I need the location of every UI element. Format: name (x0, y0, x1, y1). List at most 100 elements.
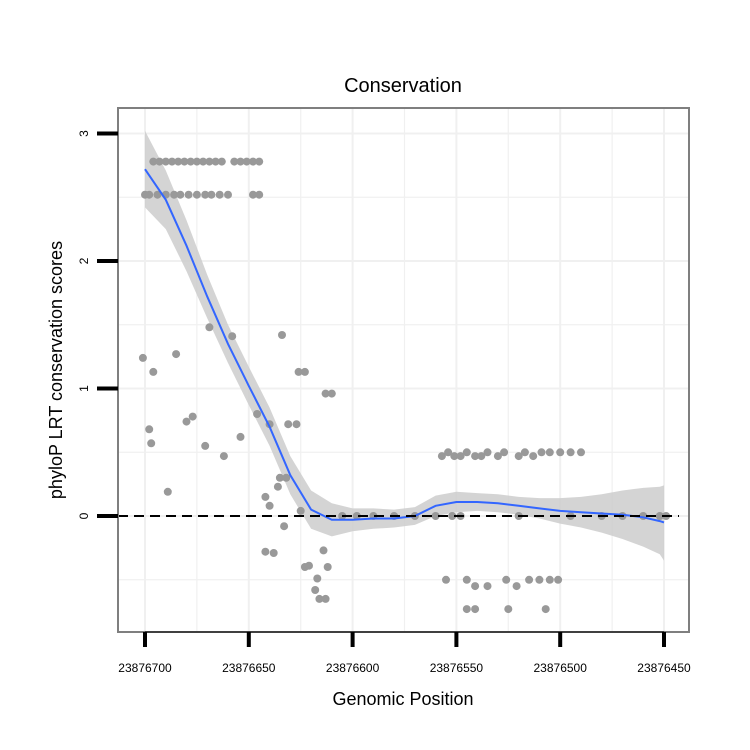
data-point (278, 331, 286, 339)
x-tick-label: 23876550 (430, 661, 484, 675)
data-point (282, 473, 291, 482)
data-point (566, 448, 575, 457)
data-point (442, 575, 450, 584)
data-point (186, 157, 195, 166)
data-point (255, 157, 264, 166)
x-axis-title: Genomic Position (332, 689, 473, 709)
x-tick-label: 23876650 (222, 661, 276, 675)
data-point (215, 190, 224, 199)
data-point (514, 452, 523, 461)
data-point (352, 512, 361, 520)
data-point (145, 190, 154, 199)
data-point (149, 367, 158, 376)
data-point (462, 448, 471, 457)
data-point (471, 582, 480, 591)
x-tick-label: 23876700 (118, 661, 172, 675)
data-point (500, 448, 509, 457)
data-point (577, 448, 585, 457)
data-point (253, 410, 262, 418)
data-point (230, 157, 239, 166)
data-point (242, 157, 251, 166)
y-tick-label: 2 (77, 257, 91, 264)
data-point (483, 582, 492, 591)
y-axis-ticks: 0 1 2 3 (77, 130, 118, 519)
data-point (300, 367, 309, 376)
data-point (172, 350, 181, 359)
data-point (296, 506, 305, 515)
data-point (261, 547, 270, 556)
confidence-band-area (145, 130, 664, 561)
data-point (554, 575, 563, 584)
data-point (217, 157, 226, 166)
data-point (327, 389, 336, 398)
data-point (655, 512, 664, 520)
data-point (321, 389, 330, 398)
data-point (444, 448, 453, 457)
data-point (323, 563, 332, 571)
data-point (537, 448, 546, 457)
data-point (525, 575, 534, 584)
data-point (512, 582, 521, 591)
data-point (201, 190, 210, 199)
data-point (149, 157, 158, 166)
data-point (199, 157, 208, 166)
data-point (228, 332, 237, 341)
data-point (192, 190, 201, 199)
chart-title: Conservation (344, 75, 462, 97)
data-point (182, 417, 191, 426)
data-point (311, 586, 320, 594)
data-point (471, 452, 480, 461)
data-point (147, 439, 156, 448)
data-point (535, 575, 544, 584)
data-point (174, 157, 183, 166)
data-point (477, 452, 486, 461)
data-point (556, 448, 565, 457)
data-point (138, 353, 147, 362)
data-point (315, 594, 324, 603)
data-point (284, 420, 293, 429)
data-point (294, 367, 303, 376)
data-point (180, 157, 189, 166)
data-point (502, 575, 511, 584)
data-point (305, 561, 313, 570)
data-point (450, 452, 459, 461)
data-point (265, 501, 274, 510)
data-point (192, 157, 201, 166)
data-point (273, 482, 282, 491)
data-point (145, 425, 154, 434)
data-point (269, 549, 278, 557)
x-tick-label: 23876500 (534, 661, 588, 675)
data-point (249, 157, 257, 166)
data-point (168, 157, 176, 166)
data-point (163, 487, 172, 496)
data-point (493, 452, 502, 461)
data-point (456, 452, 465, 461)
data-point (321, 594, 330, 603)
data-point (153, 190, 162, 199)
y-tick-label: 3 (77, 130, 91, 137)
data-point (205, 157, 214, 166)
data-point (201, 441, 210, 450)
data-point (176, 190, 185, 199)
data-point (207, 190, 216, 199)
data-point (462, 605, 471, 614)
data-points (138, 157, 671, 614)
data-point (319, 546, 328, 555)
data-point (483, 448, 492, 457)
data-point (280, 522, 289, 531)
x-axis-ticks: 23876700 23876650 23876600 23876550 23876500… (118, 631, 691, 675)
data-point (261, 492, 270, 501)
data-point (275, 473, 284, 482)
data-point (545, 448, 554, 457)
y-tick-label: 1 (77, 385, 91, 392)
confidence-band (145, 130, 664, 561)
data-point (462, 575, 471, 584)
data-point (471, 605, 480, 614)
data-point (224, 190, 232, 199)
data-point (437, 452, 446, 461)
data-point (155, 157, 164, 166)
data-point (529, 452, 538, 461)
data-point (249, 190, 257, 199)
